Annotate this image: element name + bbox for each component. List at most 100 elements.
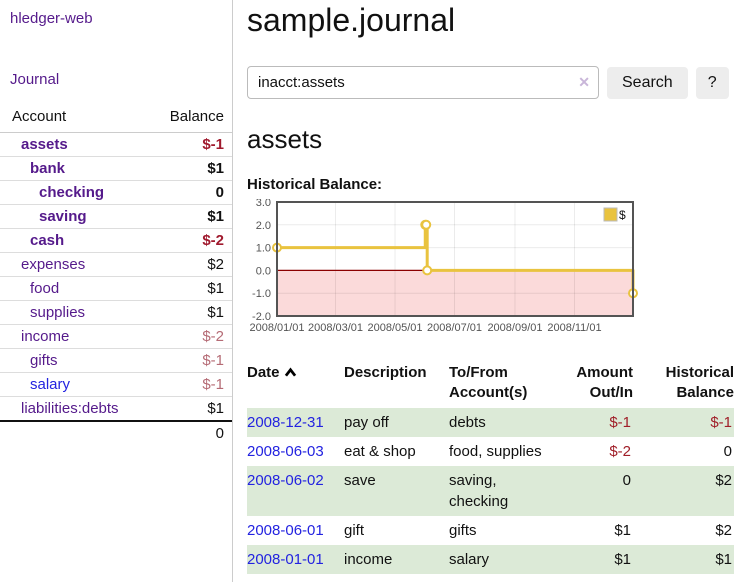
- y-tick-label: 0.0: [256, 265, 271, 277]
- transaction-amount: $-1: [609, 414, 631, 431]
- account-balance: $1: [207, 400, 224, 417]
- transaction-balance: 0: [723, 443, 732, 460]
- account-link-saving[interactable]: saving: [39, 208, 87, 225]
- transaction-balance: $2: [715, 522, 732, 539]
- chart-point: [421, 219, 432, 230]
- account-link-income[interactable]: income: [21, 328, 70, 345]
- register-header-description: Description: [344, 364, 427, 381]
- account-balance: $1: [207, 160, 224, 177]
- account-link-supplies[interactable]: supplies: [30, 304, 86, 321]
- account-link-assets[interactable]: assets: [21, 136, 68, 153]
- y-tick-label: 3.0: [256, 199, 271, 209]
- transaction-accounts: food, supplies: [449, 443, 542, 460]
- transaction-date-link[interactable]: 2008-06-03: [247, 443, 324, 460]
- x-tick-label: 2008/05/01: [367, 322, 422, 334]
- account-link-bank[interactable]: bank: [30, 160, 66, 177]
- main-content: sample.journal ✕ Search ? assets Histori…: [247, 0, 739, 574]
- chart-wrap: $3.0 2.0 1.0 0.0 -1.0 -2.0 2008/01/01 2008/03/0…: [247, 197, 739, 342]
- account-row: salary $-1: [0, 372, 232, 397]
- negative-region: [277, 270, 633, 316]
- account-balance: $1: [207, 208, 224, 225]
- account-balance: $-1: [202, 352, 224, 369]
- register-header-row: Date Description To/From Account(s) Amou…: [247, 361, 734, 408]
- y-tick-label: -1.0: [252, 288, 271, 300]
- chart-title: Historical Balance:: [247, 176, 383, 193]
- account-link-gifts[interactable]: gifts: [30, 352, 58, 369]
- register-header-accounts: To/From Account(s): [449, 364, 528, 401]
- transaction-amount: $-2: [609, 443, 631, 460]
- account-link-checking[interactable]: checking: [39, 184, 105, 201]
- y-tick-label: 2.0: [256, 220, 271, 232]
- y-tick-label: -2.0: [252, 311, 271, 323]
- accounts-total-value: 0: [142, 420, 232, 445]
- help-button[interactable]: ?: [695, 66, 729, 99]
- transaction-description: eat & shop: [344, 443, 416, 460]
- sidebar-item-journal[interactable]: Journal: [10, 71, 60, 88]
- register-row: 2008-01-01 income salary $1 $1: [247, 545, 734, 574]
- x-tick-label: 2008/01/01: [249, 322, 304, 334]
- transaction-accounts: gifts: [449, 522, 477, 539]
- register-row: 2008-06-01 gift gifts $1 $2: [247, 516, 734, 545]
- chart-point: [422, 265, 433, 276]
- account-row: food $1: [0, 276, 232, 301]
- chart-border: [276, 201, 634, 317]
- register-header-balance: Historical Balance: [665, 364, 734, 401]
- legend-label: $: [619, 208, 626, 222]
- transaction-description: save: [344, 472, 376, 489]
- account-row: income $-2: [0, 324, 232, 349]
- account-link-cash[interactable]: cash: [30, 232, 65, 249]
- transaction-amount: $1: [614, 551, 631, 568]
- transaction-date-link[interactable]: 2008-06-01: [247, 522, 324, 539]
- search-button[interactable]: Search: [607, 66, 688, 99]
- register-rows: 2008-12-31 pay off debts $-1 $-1 2008-06-03 ea…: [247, 408, 734, 574]
- x-tick-label: 2008/07/01: [427, 322, 482, 334]
- account-balance: $-1: [202, 376, 224, 393]
- account-balance: $-1: [202, 136, 224, 153]
- accounts-total-row: 0: [0, 420, 232, 445]
- transaction-description: pay off: [344, 414, 389, 431]
- transaction-amount: $1: [614, 522, 631, 539]
- account-balance: 0: [215, 184, 224, 201]
- account-link-food[interactable]: food: [30, 280, 60, 297]
- account-rows: assets $-1 bank $1 checking 0 saving $1 cash $-2 e…: [0, 133, 232, 422]
- transaction-description: income: [344, 551, 393, 568]
- account-link-salary[interactable]: salary: [30, 376, 71, 393]
- transaction-balance: $-1: [710, 414, 732, 431]
- legend-swatch-icon: [603, 207, 618, 222]
- account-row: assets $-1: [0, 133, 232, 157]
- y-tick-label: 1.0: [256, 243, 271, 255]
- transaction-date-link[interactable]: 2008-06-02: [247, 472, 324, 489]
- register-header-date[interactable]: Date: [247, 361, 344, 408]
- transaction-accounts: debts: [449, 414, 486, 431]
- search-input[interactable]: [247, 66, 599, 99]
- transaction-amount: 0: [622, 472, 631, 489]
- transaction-balance: $1: [715, 551, 732, 568]
- account-row: cash $-2: [0, 228, 232, 253]
- clear-search-icon[interactable]: ✕: [578, 74, 590, 90]
- account-link-liabilities-debts[interactable]: liabilities:debts: [21, 400, 119, 417]
- accounts-header-account: Account: [0, 104, 143, 133]
- transaction-description: gift: [344, 522, 365, 539]
- transaction-accounts: saving, checking: [449, 472, 509, 510]
- register-table: Date Description To/From Account(s) Amou…: [247, 361, 734, 574]
- account-balance: $2: [207, 256, 224, 273]
- account-row: saving $1: [0, 204, 232, 229]
- sidebar: hledger-web Journal Account Balance asse…: [0, 0, 233, 582]
- account-balance: $1: [207, 280, 224, 297]
- search-row: ✕ Search ?: [247, 66, 739, 99]
- transaction-date-link[interactable]: 2008-12-31: [247, 414, 324, 431]
- app-brand-link[interactable]: hledger-web: [10, 10, 93, 27]
- page-title: sample.journal: [247, 2, 456, 38]
- transaction-date-link[interactable]: 2008-01-01: [247, 551, 324, 568]
- sort-ascending-icon: [284, 367, 296, 377]
- account-row: gifts $-1: [0, 348, 232, 373]
- accounts-table: Account Balance assets $-1 bank $1 checking 0…: [0, 104, 232, 445]
- account-heading: assets: [247, 124, 323, 154]
- account-balance: $-2: [202, 328, 224, 345]
- account-link-expenses[interactable]: expenses: [21, 256, 86, 273]
- account-balance: $1: [207, 304, 224, 321]
- register-header-date-label: Date: [247, 364, 280, 381]
- register-header-amount: Amount Out/In: [576, 364, 633, 401]
- x-tick-label: 2008/03/01: [308, 322, 363, 334]
